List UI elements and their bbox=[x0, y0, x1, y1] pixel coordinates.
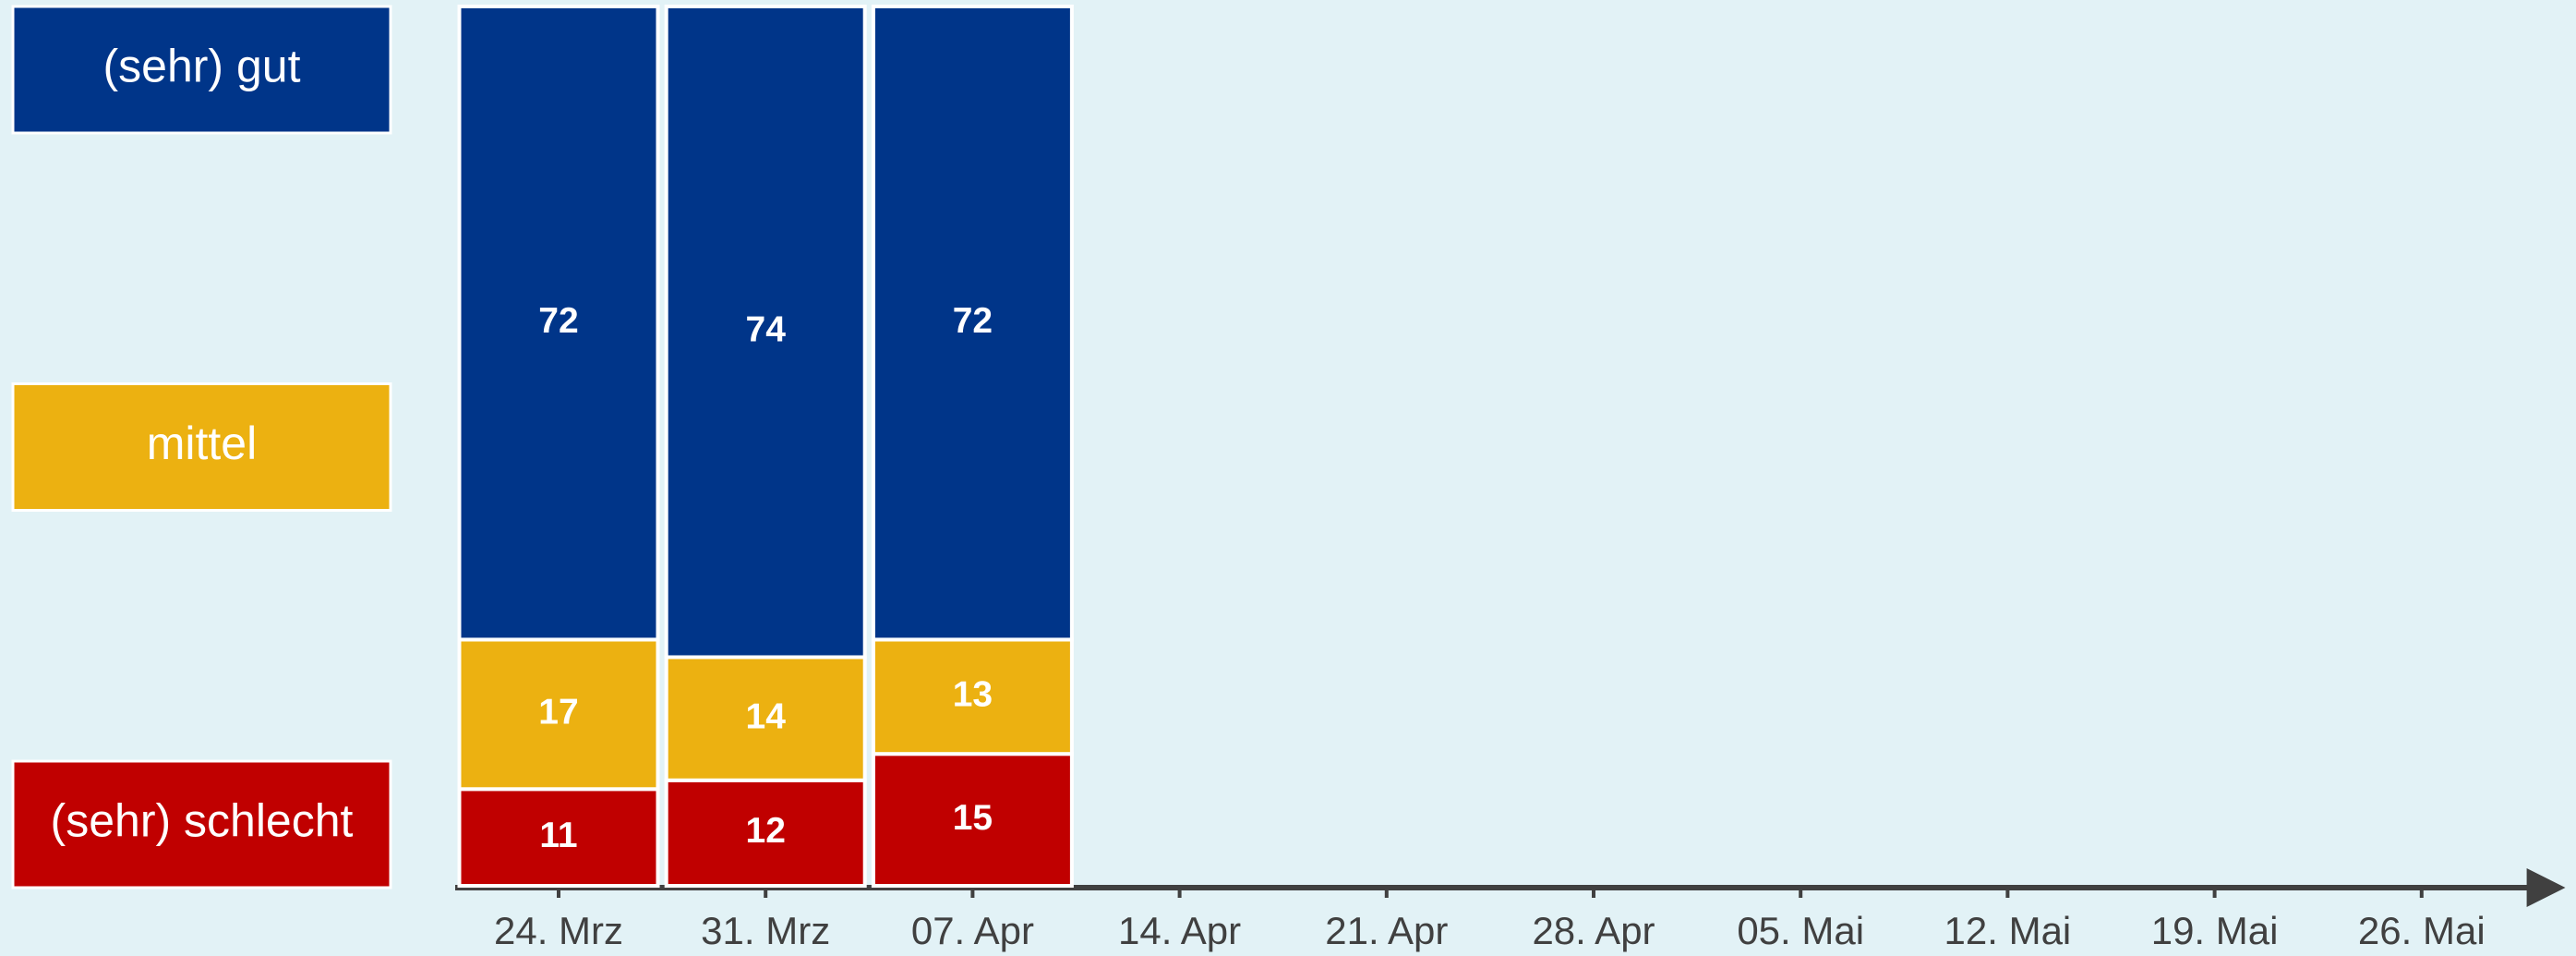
legend-swatch bbox=[11, 382, 392, 512]
value-label: 72 bbox=[953, 301, 993, 341]
legend-label: (sehr) gut bbox=[103, 41, 301, 92]
x-tick-label: 14. Apr bbox=[1118, 909, 1241, 952]
value-label: 74 bbox=[746, 310, 787, 350]
x-tick-label: 05. Mai bbox=[1737, 909, 1864, 952]
value-label: 15 bbox=[953, 798, 993, 838]
bar-segment bbox=[664, 655, 867, 782]
x-tick-label: 24. Mrz bbox=[494, 909, 623, 952]
value-label: 12 bbox=[746, 811, 786, 851]
bar-segment bbox=[457, 787, 660, 889]
x-tick-label: 07. Apr bbox=[911, 909, 1034, 952]
x-tick-label: 26. Mai bbox=[2358, 909, 2486, 952]
legend-swatch bbox=[11, 5, 392, 135]
bar-segment bbox=[664, 5, 867, 660]
bar-segment bbox=[457, 5, 660, 642]
x-tick-label: 19. Mai bbox=[2151, 909, 2279, 952]
x-tick-label: 21. Apr bbox=[1325, 909, 1448, 952]
bar-segment bbox=[871, 5, 1074, 642]
x-tick-label: 31. Mrz bbox=[701, 909, 830, 952]
value-label: 17 bbox=[538, 693, 578, 732]
legend-label: mittel bbox=[147, 417, 257, 469]
value-label: 14 bbox=[746, 696, 787, 736]
legend-swatch bbox=[11, 759, 392, 889]
bar-segment bbox=[457, 637, 660, 792]
value-label: 13 bbox=[953, 675, 993, 715]
x-tick-label: 12. Mai bbox=[1944, 909, 2072, 952]
value-label: 72 bbox=[538, 301, 578, 341]
legend-label: (sehr) schlecht bbox=[51, 795, 354, 847]
bar-segment bbox=[664, 778, 867, 889]
value-label: 11 bbox=[539, 816, 577, 855]
x-tick-label: 28. Apr bbox=[1532, 909, 1655, 952]
